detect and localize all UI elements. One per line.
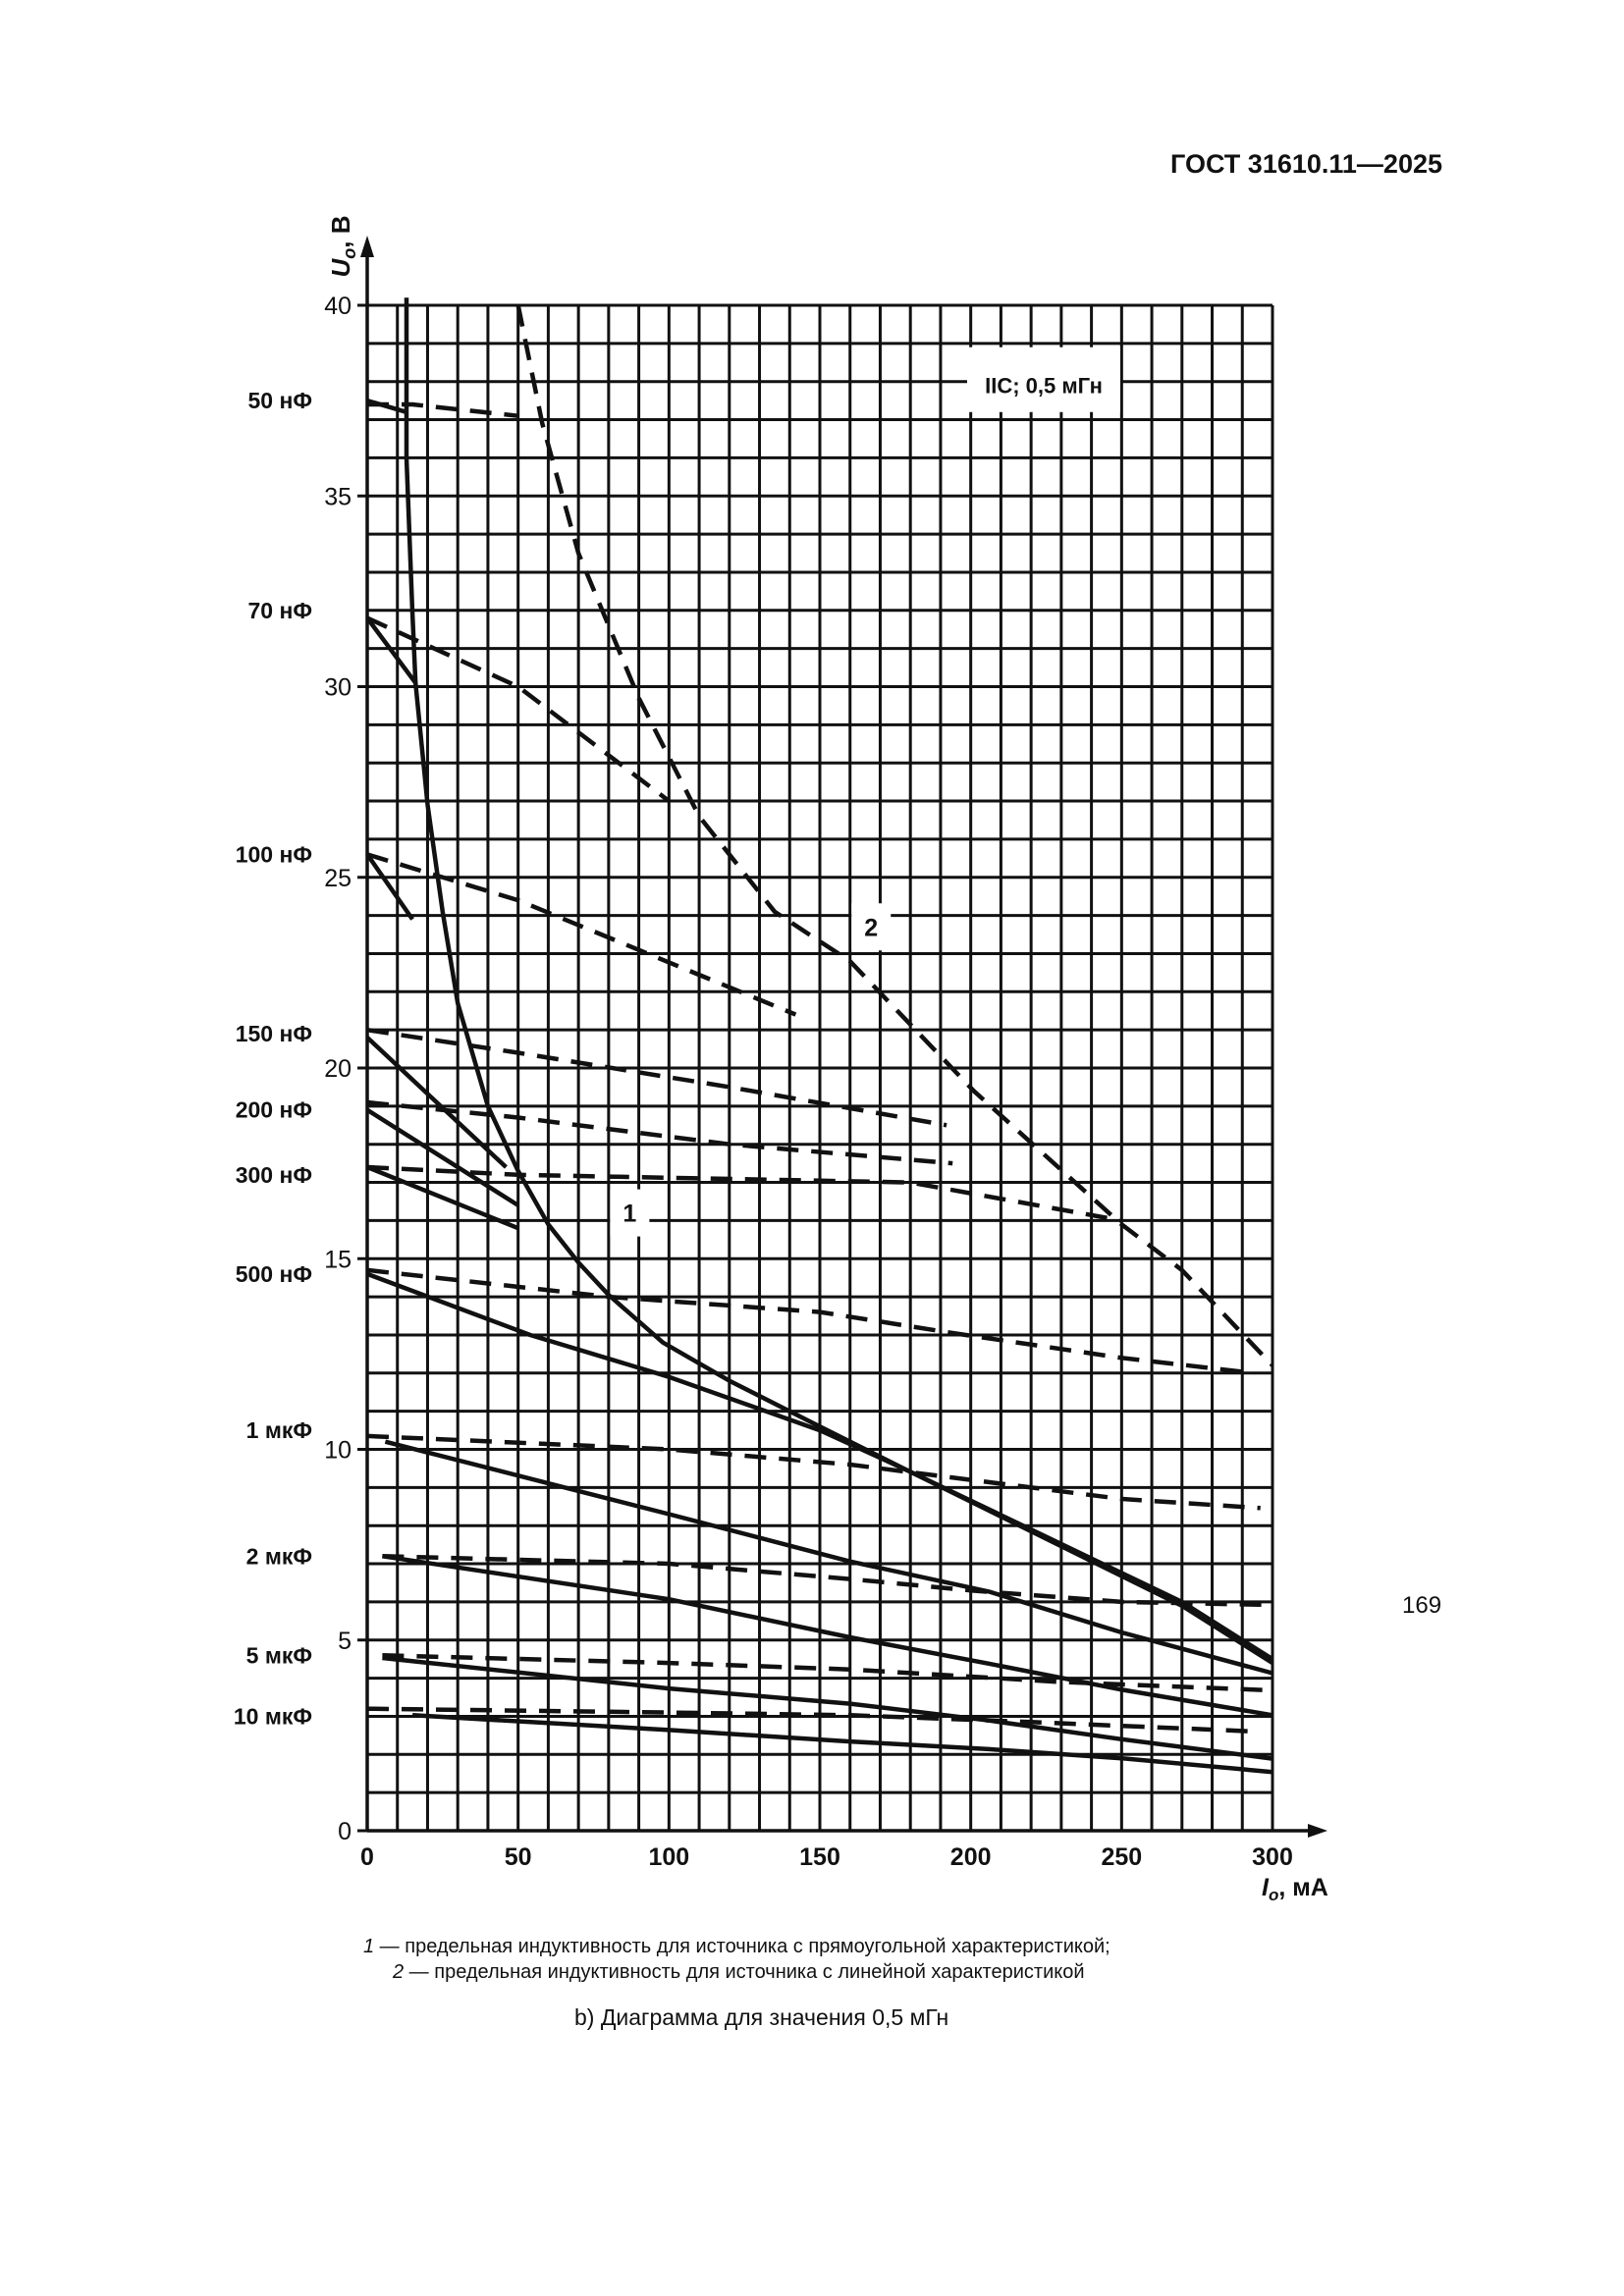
capacitance-line-solid [382, 1655, 1273, 1761]
capacitance-line-solid [365, 853, 414, 921]
capacitance-line-solid [365, 1107, 519, 1207]
x-tick-label: 200 [950, 1843, 992, 1871]
y-tick-label: 40 [324, 293, 352, 320]
y-axis-arrow [360, 236, 374, 257]
capacitance-line-dashed [366, 1099, 953, 1166]
x-tick-label: 100 [648, 1843, 689, 1871]
x-axis-arrow [1308, 1824, 1327, 1838]
figure-caption: b) Диаграмма для значения 0,5 мГн [574, 2004, 949, 2030]
capacitance-line-dashed [382, 1554, 1273, 1608]
page-number: 169 [1402, 1592, 1442, 1619]
curve-label: 1 [623, 1201, 636, 1228]
capacitance-label: 50 нФ [248, 388, 313, 413]
legend-item-2: 2 — предельная индуктивность для источни… [393, 1961, 1085, 1984]
capacitance-label: 200 нФ [236, 1097, 312, 1123]
capacitance-label: 150 нФ [236, 1021, 312, 1046]
limit-curve-1 [404, 297, 1274, 1662]
capacitance-label: 100 нФ [236, 841, 312, 867]
grid [365, 303, 1274, 1833]
capacitance-line-dashed [366, 1164, 1122, 1223]
capacitance-label: 70 нФ [248, 598, 313, 623]
x-tick-label: 250 [1101, 1843, 1142, 1871]
capacitance-line-dashed [366, 852, 797, 1017]
y-tick-label: 5 [338, 1628, 352, 1655]
y-tick-label: 30 [324, 674, 352, 702]
capacitance-line-solid [382, 1554, 1273, 1718]
capacitance-label: 300 нФ [236, 1162, 312, 1188]
annotation-box [967, 347, 1120, 412]
y-axis-label: Uo, В [326, 215, 359, 277]
capacitance-line-dashed [366, 1433, 1261, 1511]
capacitance-label: 1 мкФ [246, 1417, 312, 1443]
capacitance-line-solid [384, 1439, 1273, 1676]
y-tick-label: 15 [324, 1246, 352, 1273]
capacitance-label: 2 мкФ [246, 1543, 312, 1569]
x-tick-label: 0 [360, 1843, 374, 1871]
y-tick-label: 20 [324, 1055, 352, 1083]
capacitance-line-dashed [366, 1267, 1255, 1376]
capacitance-line-dashed [382, 1653, 1273, 1693]
capacitance-line-solid [365, 1036, 508, 1169]
capacitance-line-dashed [366, 1027, 947, 1128]
annotation-label: IIC; 0,5 мГн [985, 374, 1103, 399]
legend-number: 1 [363, 1936, 375, 1957]
capacitance-line-solid [365, 616, 418, 684]
limit-curve-2 [515, 304, 1274, 1367]
capacitance-line-solid [411, 1713, 1273, 1775]
legend-item-1: 1 — предельная индуктивность для источни… [363, 1936, 1110, 1958]
y-tick-label: 10 [324, 1437, 352, 1465]
curve-label-box [610, 1189, 650, 1237]
capacitance-label: 5 мкФ [246, 1642, 312, 1668]
x-tick-label: 150 [799, 1843, 840, 1871]
legend-text: — предельная индуктивность для источника… [374, 1936, 1110, 1957]
capacitance-line-dashed [367, 401, 518, 418]
capacitance-label: 500 нФ [236, 1261, 312, 1287]
x-tick-label: 50 [505, 1843, 532, 1871]
capacitance-line-dashed [366, 1706, 1258, 1735]
y-tick-label: 0 [338, 1818, 352, 1845]
y-tick-label: 25 [324, 865, 352, 892]
x-tick-label: 300 [1252, 1843, 1293, 1871]
capacitance-label: 10 мкФ [234, 1703, 312, 1729]
curve-label: 2 [864, 914, 878, 941]
document-header: ГОСТ 31610.11—2025 [1170, 149, 1442, 179]
legend-number: 2 [393, 1961, 405, 1983]
curve-label-box [851, 903, 892, 951]
y-tick-label: 35 [324, 483, 352, 510]
capacitance-line-solid [366, 1164, 519, 1231]
x-axis-label: Io, мА [1262, 1874, 1328, 1904]
capacitance-line-dashed [366, 615, 671, 803]
legend-text: — предельная индуктивность для источника… [404, 1961, 1085, 1983]
